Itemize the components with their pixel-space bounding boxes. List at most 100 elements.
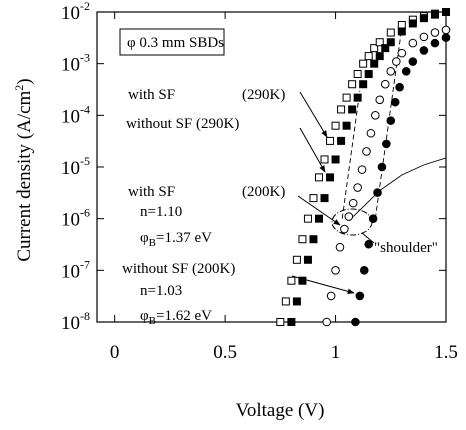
data-point <box>366 128 376 138</box>
y-axis-label: Current density (A/cm2) <box>12 78 35 261</box>
data-point <box>364 52 373 61</box>
annotation: with SF <box>128 87 175 103</box>
data-point <box>386 28 395 37</box>
x-tick-label: 0.5 <box>213 342 237 363</box>
data-point <box>386 38 395 47</box>
data-point <box>342 121 351 130</box>
data-point <box>314 173 323 182</box>
data-point <box>353 183 362 192</box>
annotation-text: φ <box>140 230 149 246</box>
y-tick-exponent: -2 <box>80 0 90 13</box>
data-point <box>375 52 384 61</box>
annotation-post: =1.62 eV <box>156 308 212 324</box>
data-point <box>342 93 351 102</box>
annotation-sub: B <box>149 237 156 249</box>
data-point <box>401 67 411 76</box>
x-tick-label: 0 <box>110 342 120 363</box>
y-tick-label: 10-5 <box>61 154 90 179</box>
leader-line <box>361 232 375 244</box>
y-tick-base: 10 <box>61 210 80 231</box>
data-point <box>326 136 335 145</box>
data-point <box>309 235 318 244</box>
data-point <box>442 8 450 16</box>
data-point <box>381 44 390 53</box>
data-point <box>368 214 378 223</box>
y-label-text: Current density (A/cm <box>14 90 35 261</box>
data-point <box>408 57 418 66</box>
data-point <box>348 105 357 114</box>
data-point <box>340 224 349 234</box>
y-tick-base: 10 <box>61 261 80 282</box>
y-tick-exponent: -7 <box>80 257 90 271</box>
arrow <box>297 195 341 226</box>
annotation-text: with SF <box>128 87 175 103</box>
y-tick-exponent: -5 <box>80 154 90 168</box>
data-point <box>359 266 369 275</box>
y-tick-base: 10 <box>61 55 80 76</box>
data-point <box>380 79 390 89</box>
annotation: (200K) <box>242 184 285 200</box>
x-axis-label: Voltage (V) <box>236 400 325 421</box>
data-point <box>441 33 451 42</box>
data-point <box>348 198 358 208</box>
annotation-text: (200K) <box>242 184 285 200</box>
annotation-box <box>119 28 225 56</box>
y-label-tail: ) <box>14 78 35 84</box>
data-point <box>382 139 391 149</box>
y-tick-exponent: -8 <box>80 309 90 323</box>
data-point <box>281 297 290 306</box>
data-point <box>351 317 360 327</box>
data-point <box>353 70 362 79</box>
data-point <box>430 10 439 19</box>
data-point <box>287 276 296 285</box>
data-point <box>408 38 418 48</box>
data-point <box>303 255 312 264</box>
data-point <box>344 212 354 221</box>
data-point <box>371 111 380 120</box>
annotation-text: φ 0.3 mm SBDs <box>127 35 224 51</box>
annotation: without SF (200K) <box>122 261 235 277</box>
data-point <box>322 317 332 327</box>
data-point <box>337 136 346 145</box>
data-point <box>359 80 368 89</box>
shoulder-ellipse <box>331 208 373 236</box>
annotation: "shoulder" <box>374 240 438 256</box>
arrow <box>299 91 328 138</box>
annotation: n=1.03 <box>140 283 182 299</box>
y-tick-base: 10 <box>61 158 80 179</box>
y-tick-exponent: -6 <box>80 206 90 220</box>
data-point <box>287 318 296 326</box>
annotation-text: without SF (200K) <box>122 261 235 277</box>
data-point <box>397 48 407 58</box>
y-tick-label: 10-4 <box>61 102 90 127</box>
data-point <box>390 97 400 107</box>
data-point <box>370 59 379 68</box>
y-tick-label: 10-8 <box>61 309 90 334</box>
y-tick-base: 10 <box>61 3 80 24</box>
data-point <box>386 116 396 125</box>
data-point <box>337 105 346 114</box>
data-point <box>375 95 385 105</box>
data-point <box>392 57 401 66</box>
annotation-text: (290K) <box>242 87 285 103</box>
arrow <box>299 127 326 173</box>
data-point <box>355 291 365 301</box>
data-point <box>326 291 336 301</box>
data-point <box>373 188 382 197</box>
annotation-post: =1.37 eV <box>156 230 212 246</box>
data-point <box>419 14 428 23</box>
fit-line <box>341 90 361 219</box>
annotation-text: "shoulder" <box>374 240 438 256</box>
data-point <box>386 67 396 76</box>
data-point <box>331 121 340 130</box>
data-point <box>309 194 318 203</box>
data-point <box>364 239 373 249</box>
annotation: φB=1.62 eV <box>140 308 212 327</box>
data-point <box>320 155 329 164</box>
y-tick-exponent: -3 <box>80 51 90 65</box>
annotation: n=1.10 <box>140 204 182 220</box>
data-point <box>298 235 307 244</box>
y-tick-label: 10-2 <box>61 0 90 24</box>
y-tick-label: 10-7 <box>61 257 90 282</box>
data-point <box>326 173 335 182</box>
